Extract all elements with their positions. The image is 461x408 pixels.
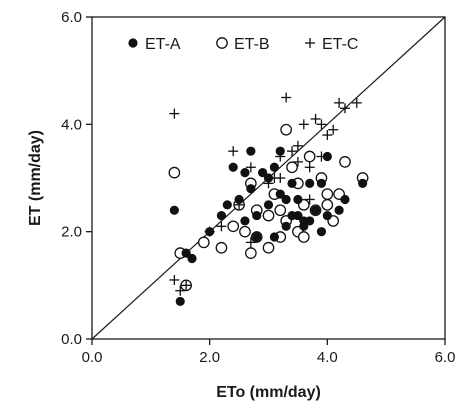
data-point <box>287 146 298 157</box>
data-point <box>269 162 279 172</box>
data-point <box>215 241 228 254</box>
data-point <box>175 285 186 296</box>
series-et-a <box>169 146 368 307</box>
data-point <box>297 231 310 243</box>
plot-frame <box>91 16 446 340</box>
data-point <box>358 178 368 188</box>
data-point <box>305 216 315 226</box>
legend-label-et-c: ET-C <box>322 36 358 53</box>
y-axis-label: ET (mm/day) <box>27 130 44 226</box>
legend-label-et-a: ET-A <box>145 36 181 53</box>
data-point <box>275 173 286 183</box>
data-point <box>281 221 291 231</box>
data-point <box>298 119 309 130</box>
data-point <box>339 103 350 114</box>
data-point <box>263 200 274 210</box>
data-point <box>316 227 327 237</box>
data-point <box>328 124 339 135</box>
data-point <box>239 225 251 238</box>
data-point <box>351 97 362 108</box>
series-et-c <box>169 92 362 296</box>
data-point <box>321 198 334 211</box>
data-point <box>340 194 350 205</box>
data-point <box>181 248 191 258</box>
data-point <box>245 247 257 259</box>
x-axis-label: ETo (mm/day) <box>216 384 321 401</box>
data-point <box>246 184 256 194</box>
data-point <box>305 178 315 188</box>
data-point <box>228 146 239 157</box>
axes: 0.0 2.0 4.0 6.0 0.0 2.0 4.0 6.0 <box>61 9 455 366</box>
data-point <box>169 274 180 285</box>
data-point <box>303 150 316 163</box>
x-tick-label: 0.0 <box>82 349 103 366</box>
data-point <box>245 162 256 173</box>
plot-area <box>91 16 446 340</box>
data-point <box>216 221 227 232</box>
data-point <box>168 166 181 179</box>
data-point <box>275 151 286 162</box>
data-point <box>310 205 321 215</box>
data-point <box>304 162 315 173</box>
data-point <box>287 178 297 188</box>
data-point <box>175 296 185 307</box>
data-point <box>287 210 297 221</box>
legend-label-et-b: ET-B <box>234 36 270 53</box>
data-point <box>322 210 332 221</box>
data-point <box>316 178 327 188</box>
data-point <box>252 210 262 221</box>
data-point <box>204 226 215 237</box>
legend-marker-et-c <box>305 38 315 48</box>
data-point <box>322 130 333 141</box>
legend: ET-A ET-B ET-C <box>128 36 358 53</box>
data-point <box>274 204 287 217</box>
data-point <box>246 146 256 156</box>
data-point <box>234 199 245 210</box>
data-point <box>286 161 298 174</box>
y-tick-label: 6.0 <box>61 9 82 26</box>
data-point <box>240 168 250 178</box>
x-tick-label: 6.0 <box>435 349 456 366</box>
data-point <box>292 140 303 151</box>
data-point <box>293 194 303 205</box>
data-point <box>197 236 210 249</box>
data-point <box>321 188 334 200</box>
x-tick-label: 2.0 <box>199 349 220 366</box>
y-tick-label: 0.0 <box>61 331 82 348</box>
data-point <box>240 216 250 226</box>
y-tick-label: 2.0 <box>61 224 82 241</box>
data-point <box>281 194 291 205</box>
data-point <box>169 108 180 119</box>
data-point <box>245 237 256 248</box>
data-point <box>222 200 232 210</box>
data-point <box>316 151 327 162</box>
data-point <box>304 194 315 205</box>
y-tick-label: 4.0 <box>61 116 82 133</box>
data-point <box>275 189 285 199</box>
data-point <box>187 253 197 264</box>
data-point <box>262 209 275 222</box>
data-point <box>258 168 268 178</box>
data-point <box>310 113 321 124</box>
data-point <box>169 205 179 215</box>
data-point <box>292 156 303 167</box>
data-point <box>252 232 262 242</box>
data-point <box>281 92 292 103</box>
x-tick-label: 4.0 <box>317 349 338 366</box>
data-point <box>334 205 344 215</box>
data-point <box>269 232 279 242</box>
data-point <box>339 156 351 168</box>
data-point <box>334 97 345 108</box>
legend-marker-et-b <box>216 37 228 49</box>
legend-marker-et-a <box>128 38 138 48</box>
data-point <box>263 178 274 189</box>
data-point <box>216 210 227 221</box>
data-point <box>316 119 327 130</box>
data-point <box>227 220 240 233</box>
data-point <box>228 162 238 172</box>
data-point <box>181 280 192 291</box>
data-point <box>280 123 292 136</box>
data-point <box>262 241 275 254</box>
